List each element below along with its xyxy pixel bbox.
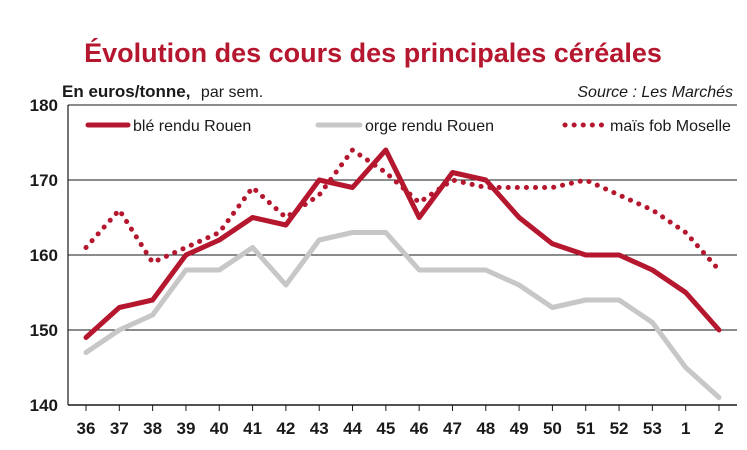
- x-tick-label: 41: [243, 419, 262, 438]
- y-tick-label: 160: [30, 246, 58, 265]
- series-line-ble: [83, 147, 722, 340]
- x-tick-label: 39: [176, 419, 195, 438]
- x-tick-label: 40: [210, 419, 229, 438]
- x-tick-label: 47: [443, 419, 462, 438]
- x-tick-label: 2: [714, 419, 723, 438]
- y-tick-label: 150: [30, 321, 58, 340]
- x-tick-label: 1: [681, 419, 690, 438]
- x-tick-label: 38: [143, 419, 162, 438]
- x-tick-label: 53: [643, 419, 662, 438]
- chart-title: Évolution des cours des principales céré…: [84, 37, 662, 68]
- series-line-orge: [83, 230, 722, 400]
- x-tick-label: 48: [476, 419, 495, 438]
- legend-label: maïs fob Moselle: [610, 118, 731, 135]
- x-tick-label: 49: [510, 419, 529, 438]
- y-tick-label: 140: [30, 396, 58, 415]
- series-lines: [83, 147, 722, 400]
- y-tick-label: 170: [30, 171, 58, 190]
- x-tick-label: 52: [610, 419, 629, 438]
- x-axis: 36 37 38 39 40 41 42 43 44 45 46 47 48 49 50 51 52 53 1 2: [77, 405, 724, 438]
- x-tick-label: 46: [410, 419, 429, 438]
- legend: blé rendu Rouen orge rendu Rouen maïs fob …: [85, 118, 731, 135]
- x-tick-label: 36: [77, 419, 96, 438]
- unit-label-bold: En euros/tonne,: [62, 82, 190, 101]
- y-axis: 140 150 160 170 180: [30, 96, 58, 415]
- x-tick-label: 51: [576, 419, 595, 438]
- x-tick-label: 42: [276, 419, 295, 438]
- x-tick-label: 43: [310, 419, 329, 438]
- x-tick-label: 37: [110, 419, 129, 438]
- x-tick-label: 50: [543, 419, 562, 438]
- unit-label-rest: par sem.: [201, 84, 263, 101]
- y-tick-label: 180: [30, 96, 58, 115]
- x-tick-label: 45: [376, 419, 395, 438]
- unit-label: En euros/tonne, par sem.: [62, 82, 263, 101]
- legend-label: blé rendu Rouen: [133, 118, 251, 135]
- x-tick-label: 44: [343, 419, 362, 438]
- legend-label: orge rendu Rouen: [365, 118, 494, 135]
- source-label: Source : Les Marchés: [577, 84, 733, 101]
